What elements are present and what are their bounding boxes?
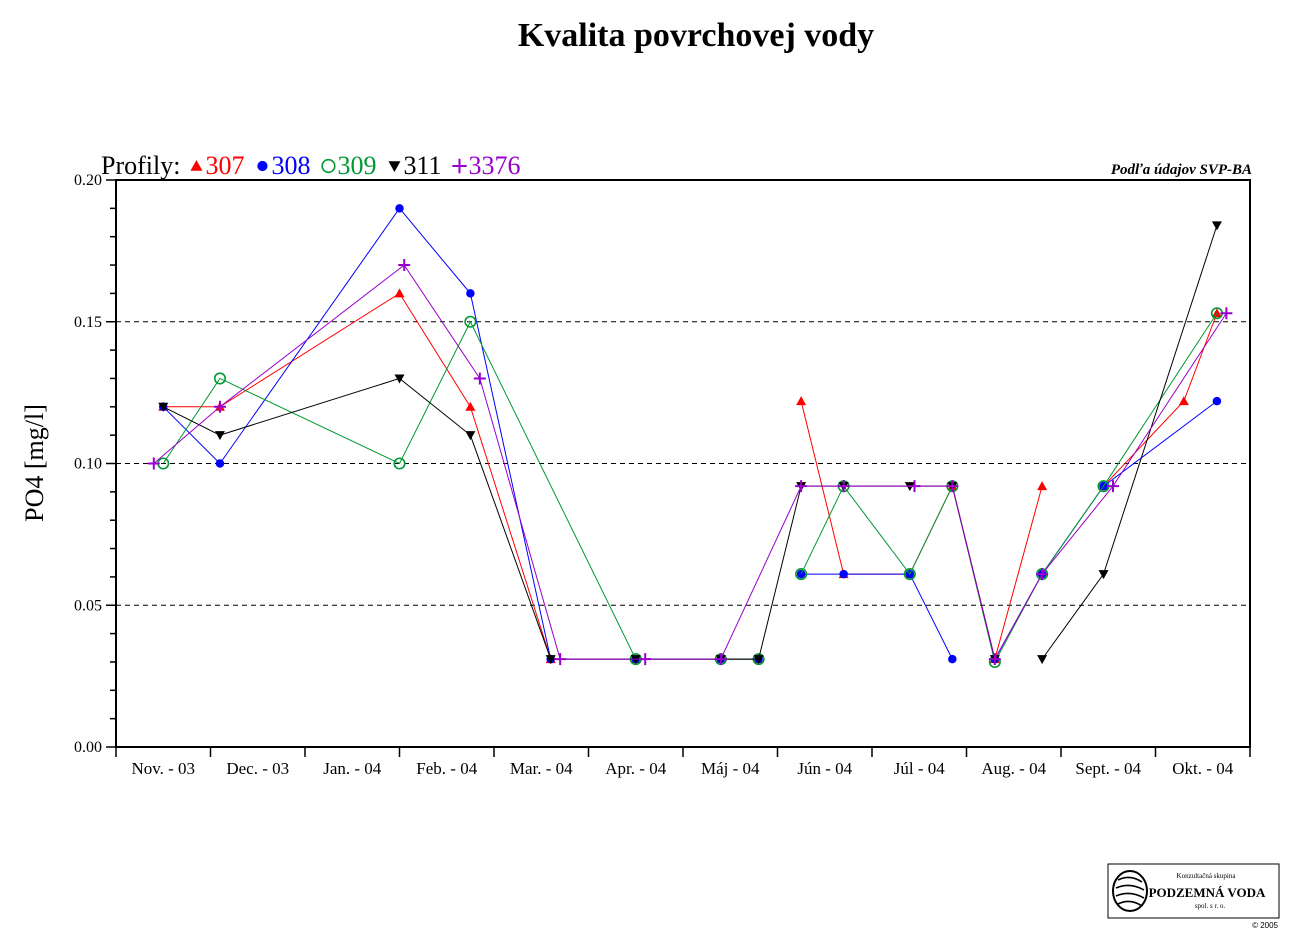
series-309-point-7	[795, 568, 808, 581]
company-logo: Konzultačná skupina PODZEMNÁ VODA spol. …	[1107, 863, 1280, 930]
series-308-point-9	[839, 569, 848, 579]
y-tick-label-3: 0.15	[74, 314, 102, 331]
series-308-point-3	[466, 289, 475, 298]
y-tick-label-2: 0.10	[74, 456, 102, 473]
series-311-point-4	[545, 655, 556, 665]
series-3376-point-13	[1106, 480, 1119, 493]
series-307-point-13	[1037, 481, 1048, 491]
legend-marker-3376	[452, 158, 467, 174]
x-ticks: Nov. - 03 Dec. - 03 Jan. - 04 Feb. - 04 Mar.…	[115, 747, 1251, 778]
logo-top-text: Konzultačná skupina	[1177, 872, 1237, 880]
x-tick-label-1: Dec. - 03	[226, 759, 289, 778]
grid-lines	[116, 321, 1250, 606]
series-309-point-3	[464, 315, 477, 328]
series-3376-point-2	[398, 259, 411, 272]
series-307	[158, 288, 1222, 664]
series-3376-point-5	[639, 653, 652, 666]
logo-emblem-icon	[1112, 870, 1148, 912]
x-tick-label-4: Mar. - 04	[510, 759, 573, 778]
series-3376-point-1	[213, 400, 226, 413]
series-309-point-9	[903, 568, 916, 581]
y-ticks: 0.00 0.05 0.10 0.15 0.20	[74, 172, 116, 756]
series-308-line-0	[162, 207, 759, 660]
series-3376-point-8	[837, 480, 850, 493]
legend-marker-309	[321, 158, 336, 174]
series-307-point-16	[1211, 308, 1222, 318]
legend-label-3376: 3376	[469, 151, 521, 180]
y-tick-label-4: 0.20	[74, 172, 102, 189]
series-311-point-1	[214, 431, 225, 441]
series-311-point-0	[158, 402, 169, 412]
x-tick-label-8: Júl - 04	[894, 759, 946, 778]
series-3376-point-9	[908, 480, 921, 493]
series-311-point-14	[1098, 570, 1109, 580]
x-tick-label-9: Aug. - 04	[981, 759, 1046, 778]
legend-label-308: 308	[271, 151, 310, 180]
x-tick-label-0: Nov. - 03	[131, 759, 195, 778]
series-308-point-15	[1212, 396, 1222, 406]
series-3376-point-0	[147, 457, 160, 470]
series-3376-point-6	[714, 653, 727, 666]
series-311-point-7	[753, 655, 764, 665]
chart-title: Kvalita povrchovej vody	[518, 17, 874, 54]
series-308-line-1	[801, 573, 953, 660]
series-307-point-3	[465, 401, 476, 411]
logo-sub-text: spol. s r. o.	[1195, 902, 1226, 910]
series-308-point-11	[948, 654, 957, 664]
legend-marker-308	[257, 160, 268, 172]
series-308	[159, 204, 1222, 664]
series-3376-point-7	[795, 480, 808, 493]
series-3376-point-14	[1220, 307, 1233, 320]
series-307-point-8	[796, 396, 807, 406]
series-311-line-0	[163, 377, 996, 660]
legend-label-307: 307	[205, 151, 244, 180]
y-tick-label-1: 0.05	[74, 597, 102, 614]
y-axis-label: PO4 [mg/l]	[20, 404, 49, 522]
series-3376	[147, 259, 1233, 666]
series-309-line-1	[800, 312, 1218, 664]
series-311	[158, 221, 1222, 665]
series-308-point-1	[215, 459, 225, 468]
x-tick-label-7: Jún - 04	[797, 759, 852, 778]
series-309-point-2	[393, 457, 406, 470]
series-3376-point-3	[473, 372, 486, 385]
series-308-line-2	[994, 400, 1218, 660]
series-311-point-2	[394, 374, 405, 384]
legend-marker-307	[190, 160, 203, 171]
series-307-line-0	[163, 292, 759, 660]
x-tick-label-10: Sept. - 04	[1075, 759, 1141, 778]
x-tick-label-5: Apr. - 04	[605, 759, 666, 778]
legend-label-311: 311	[403, 151, 441, 180]
source-note: Podľa údajov SVP-BA	[1111, 162, 1252, 178]
legend-marker-311	[388, 161, 401, 172]
series-3376-point-4	[554, 653, 567, 666]
logo-main-text: PODZEMNÁ VODA	[1149, 885, 1266, 900]
series-311-point-3	[465, 431, 476, 441]
series-311-point-13	[1037, 655, 1048, 665]
legend: Profily: 307 308 309 311 3376	[101, 151, 521, 180]
x-tick-label-11: Okt. - 04	[1172, 759, 1233, 778]
series-307-point-15	[1178, 396, 1189, 406]
logo-copyright: © 2005	[1252, 921, 1278, 930]
y-tick-label-0: 0.00	[74, 739, 102, 756]
series-307-point-2	[394, 288, 405, 298]
series-3376-point-10	[946, 480, 959, 493]
series-309	[157, 307, 1223, 669]
legend-label-309: 309	[337, 151, 376, 180]
series-311-point-15	[1211, 221, 1222, 231]
x-tick-label-3: Feb. - 04	[416, 759, 477, 778]
series-311-line-1	[1041, 225, 1218, 660]
series-3376-point-11	[988, 653, 1001, 666]
x-tick-label-2: Jan. - 04	[323, 759, 382, 778]
series-layer	[147, 204, 1233, 669]
x-tick-label-6: Máj - 04	[701, 759, 760, 778]
series-3376-line-0	[153, 264, 1227, 661]
series-308-point-2	[395, 204, 404, 213]
series-309-line-0	[162, 320, 759, 660]
legend-prefix: Profily:	[101, 151, 180, 180]
series-3376-point-12	[1036, 568, 1049, 581]
series-309-point-1	[213, 372, 226, 385]
series-307-line-1	[800, 401, 1043, 662]
